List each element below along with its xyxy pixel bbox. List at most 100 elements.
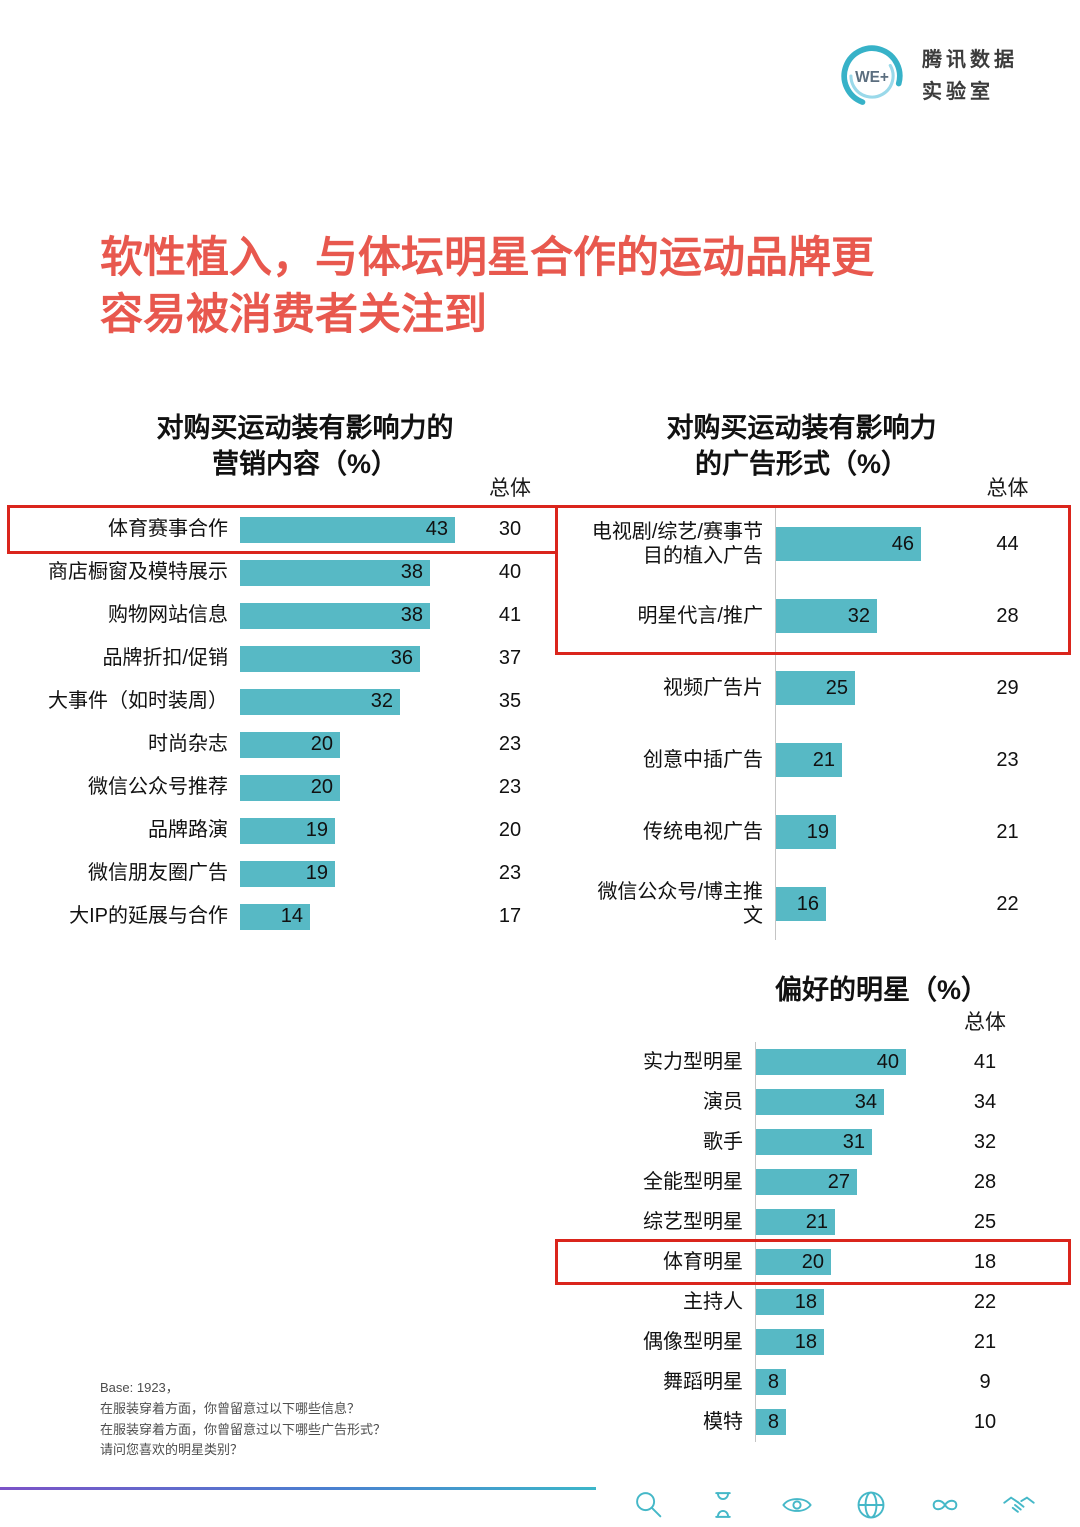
total-value: 10 [973,1410,997,1433]
value-bar: 19 [776,815,836,849]
chart-title-line: 营销内容（%） [211,449,398,480]
value-bar: 25 [776,671,855,705]
category-label: 品牌路演 [148,819,228,842]
total-value: 44 [996,532,1019,555]
category-label: 偶像型明星 [643,1330,743,1353]
bar-track: 18 [755,1322,945,1362]
bar-value-label: 21 [812,748,835,771]
value-bar: 18 [756,1329,824,1355]
category-label: 创意中插广告 [643,748,763,771]
bar-track: 32 [775,580,965,652]
brand-line-2: 实验室 [922,81,994,103]
value-bar: 31 [756,1129,872,1155]
category-label: 电视剧/综艺/赛事节目的植入广告 [591,520,763,567]
footnote-question-3: 请问您喜欢的明星类别？ [100,1442,244,1458]
category-label: 大IP的延展与合作 [69,905,228,928]
total-value: 34 [973,1090,997,1113]
chart-row: 大事件（如时装周） 32 35 [10,680,555,723]
category-label: 时尚杂志 [148,733,228,756]
total-value: 23 [996,748,1019,771]
bar-value-label: 8 [767,1410,779,1433]
total-value: 35 [498,690,522,712]
category-label: 综艺型明星 [643,1210,743,1233]
chart-row: 时尚杂志 20 23 [10,723,555,766]
bar-value-label: 27 [827,1170,850,1193]
value-bar: 19 [240,860,335,887]
chart-head: 对购买运动装有影响力 的广告形式（%） 总体 [558,408,1068,508]
value-bar: 40 [756,1049,906,1075]
highlight-box: 体育明星 20 18 [555,1239,1071,1285]
category-label: 购物网站信息 [108,604,228,627]
category-label: 明星代言/推广 [637,604,763,627]
chart-title: 偏好的明星（%） [688,972,1075,1008]
total-value: 20 [498,819,522,841]
brand-name: 腾讯数据 实验室 [922,44,1018,108]
bar-value-label: 43 [425,518,448,540]
chart-row: 全能型明星 27 28 [558,1162,1068,1202]
chart-row: 歌手 31 32 [558,1122,1068,1162]
category-label: 演员 [703,1090,743,1113]
value-bar: 38 [240,559,430,586]
category-label: 模特 [703,1410,743,1433]
total-value: 22 [996,892,1019,915]
footnote-question-1: 在服装穿着方面，你曾留意过以下哪些信息？ [100,1400,361,1416]
value-bar: 20 [240,731,340,758]
bar-value-label: 38 [400,604,423,626]
chart-row: 明星代言/推广 32 28 [558,580,1068,652]
value-bar: 21 [776,743,842,777]
category-label: 传统电视广告 [643,820,763,843]
bar-track: 31 [755,1122,945,1162]
bar-value-label: 20 [310,733,333,755]
chart-marketing-content: 对购买运动装有影响力的 营销内容（%） 总体 体育赛事合作 43 30 商店橱窗及模特… [7,408,558,938]
chart-row: 电视剧/综艺/赛事节目的植入广告 46 44 [558,508,1068,580]
category-label: 微信公众号/博主推文 [597,880,763,927]
bar-value-label: 19 [305,819,328,841]
bar-track: 32 [240,680,480,723]
total-value: 41 [498,604,522,626]
bar-value-label: 16 [796,892,819,915]
bar-value-label: 8 [767,1370,779,1393]
chart-row: 舞蹈明星 8 9 [558,1362,1068,1402]
chart-row: 视频广告片 25 29 [558,652,1068,724]
footer-gradient-line [0,1487,596,1490]
bar-value-label: 18 [794,1290,817,1313]
category-label: 体育赛事合作 [108,518,228,541]
chart-row: 模特 8 10 [558,1402,1068,1442]
bar-value-label: 14 [280,905,303,927]
chart-row: 演员 34 34 [558,1082,1068,1122]
bar-value-label: 21 [805,1210,828,1233]
total-column-header: 总体 [489,477,531,500]
total-value: 23 [498,862,522,884]
category-label: 舞蹈明星 [663,1370,743,1393]
chart-row: 微信公众号推荐 20 23 [10,766,555,809]
value-bar: 20 [240,774,340,801]
chart-body: 实力型明星 40 41 演员 34 34 歌手 31 32 全能型明星 27 28 综艺型明星 21 25 体… [555,1042,1071,1442]
value-bar: 8 [756,1369,786,1395]
bar-track: 21 [755,1202,945,1242]
bar-track: 16 [775,868,965,940]
value-bar: 19 [240,817,335,844]
bar-value-label: 19 [806,820,829,843]
footnote-base: Base: 1923， [100,1380,179,1395]
bar-track: 38 [240,551,480,594]
bar-track: 36 [240,637,480,680]
value-bar: 32 [240,688,400,715]
chart-row: 品牌路演 19 20 [10,809,555,852]
total-value: 17 [498,905,522,927]
total-value: 21 [996,820,1019,843]
hourglass-icon [706,1488,740,1522]
chart-title-line: 对购买运动装有影响力 [666,413,937,443]
value-bar: 27 [756,1169,857,1195]
highlight-box: 体育赛事合作 43 30 [7,505,558,554]
chart-title: 对购买运动装有影响力 的广告形式（%） [598,410,1005,483]
chart-title-line: 对购买运动装有影响力的 [156,413,454,443]
total-value: 23 [498,776,522,798]
total-value: 40 [498,561,522,583]
bar-value-label: 32 [370,690,393,712]
chart-row: 品牌折扣/促销 36 37 [10,637,555,680]
total-value: 28 [996,604,1019,627]
chart-row: 主持人 18 22 [558,1282,1068,1322]
total-value: 22 [973,1290,997,1313]
search-icon [632,1488,666,1522]
bar-value-label: 20 [801,1250,824,1273]
